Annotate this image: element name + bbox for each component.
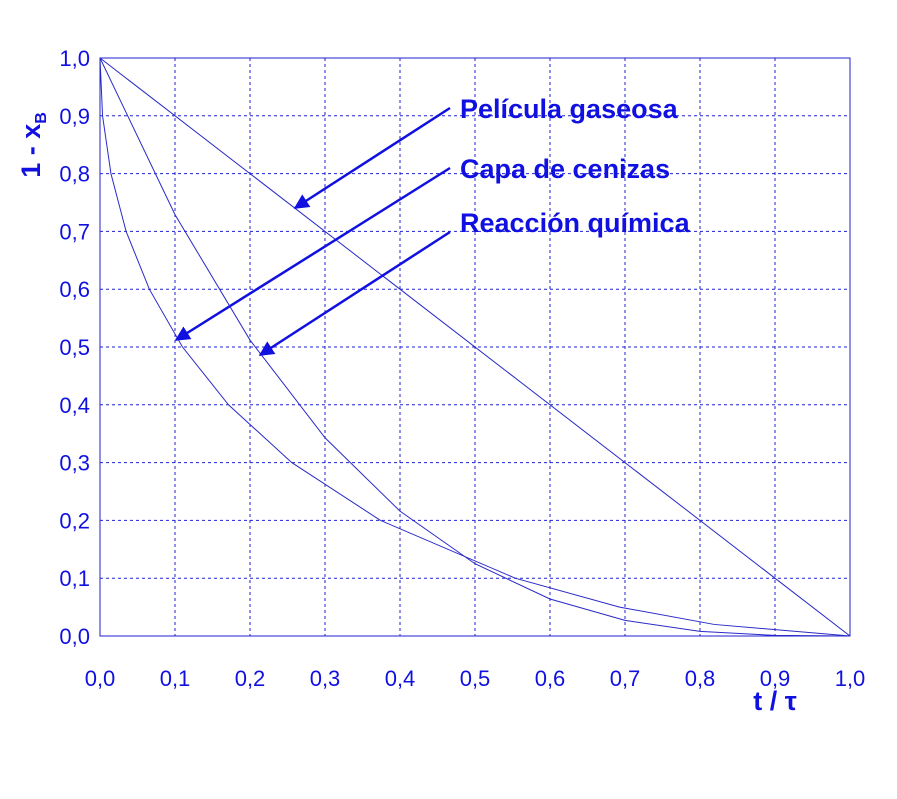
y-tick-label: 0,6 <box>59 277 90 302</box>
x-tick-label: 0,5 <box>460 666 491 691</box>
series-label: Capa de cenizas <box>460 154 670 184</box>
x-tick-label: 0,6 <box>535 666 566 691</box>
annotation-arrow <box>293 106 451 210</box>
x-tick-label: 0,8 <box>685 666 716 691</box>
x-tick-label: 0,0 <box>85 666 116 691</box>
y-axis-label: 1 - xB <box>16 112 50 178</box>
x-tick-label: 0,3 <box>310 666 341 691</box>
y-axis-label-group: 1 - xB <box>16 112 50 178</box>
annotation-arrow <box>258 230 451 357</box>
y-tick-label: 0,1 <box>59 566 90 591</box>
x-tick-label: 0,1 <box>160 666 191 691</box>
x-tick-label: 0,7 <box>610 666 641 691</box>
y-axis-label-main: 1 - x <box>16 124 46 178</box>
series-label: Reacción química <box>460 208 691 238</box>
x-tick-label: 0,9 <box>760 666 791 691</box>
x-axis-label: t / τ <box>753 686 797 716</box>
y-tick-label: 0,9 <box>59 104 90 129</box>
y-tick-label: 0,5 <box>59 335 90 360</box>
y-axis-label-subscript: B <box>33 112 50 124</box>
x-tick-label: 0,4 <box>385 666 416 691</box>
series-label: Película gaseosa <box>460 94 679 124</box>
series-line <box>99 57 851 637</box>
y-tick-label: 0,0 <box>59 624 90 649</box>
y-tick-label: 0,4 <box>59 393 90 418</box>
y-tick-label: 0,3 <box>59 451 90 476</box>
y-tick-label: 0,8 <box>59 162 90 187</box>
annotation-arrow <box>174 166 451 342</box>
plot-frame <box>99 57 851 637</box>
x-tick-label: 1,0 <box>835 666 866 691</box>
series-line <box>99 57 851 637</box>
x-tick-label: 0,2 <box>235 666 266 691</box>
series-line <box>99 57 851 637</box>
y-tick-label: 0,2 <box>59 508 90 533</box>
y-tick-label: 0,7 <box>59 219 90 244</box>
y-tick-label: 1,0 <box>59 46 90 71</box>
